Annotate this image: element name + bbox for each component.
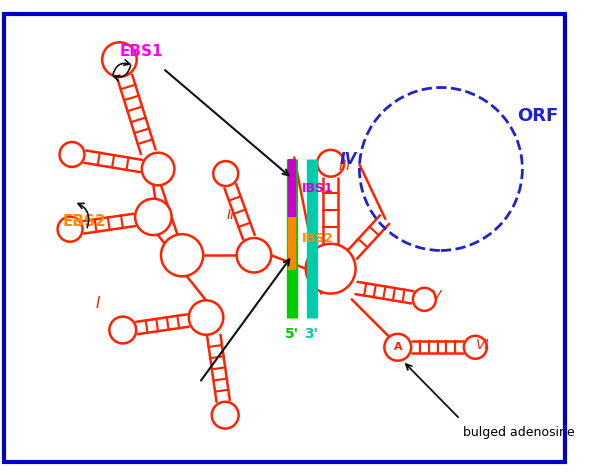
Text: EBS2: EBS2 (62, 214, 106, 229)
Circle shape (384, 334, 411, 361)
Text: 5': 5' (285, 327, 299, 341)
Text: I: I (96, 296, 100, 311)
Circle shape (161, 234, 203, 277)
Circle shape (306, 244, 356, 294)
Circle shape (189, 300, 223, 335)
Text: IBS2: IBS2 (302, 232, 334, 245)
Circle shape (135, 198, 172, 235)
Circle shape (142, 153, 175, 185)
Text: V: V (432, 288, 442, 303)
Circle shape (237, 238, 271, 272)
Text: A: A (393, 342, 402, 352)
Text: VI: VI (476, 338, 490, 352)
Text: IBS1: IBS1 (302, 182, 334, 195)
Text: II: II (226, 208, 235, 222)
Text: III: III (339, 159, 350, 173)
Text: 3': 3' (305, 327, 318, 341)
Text: EBS1: EBS1 (119, 44, 163, 59)
Text: bulged adenosine: bulged adenosine (463, 426, 574, 439)
Text: IV: IV (339, 152, 356, 167)
Text: ORF: ORF (517, 107, 559, 125)
